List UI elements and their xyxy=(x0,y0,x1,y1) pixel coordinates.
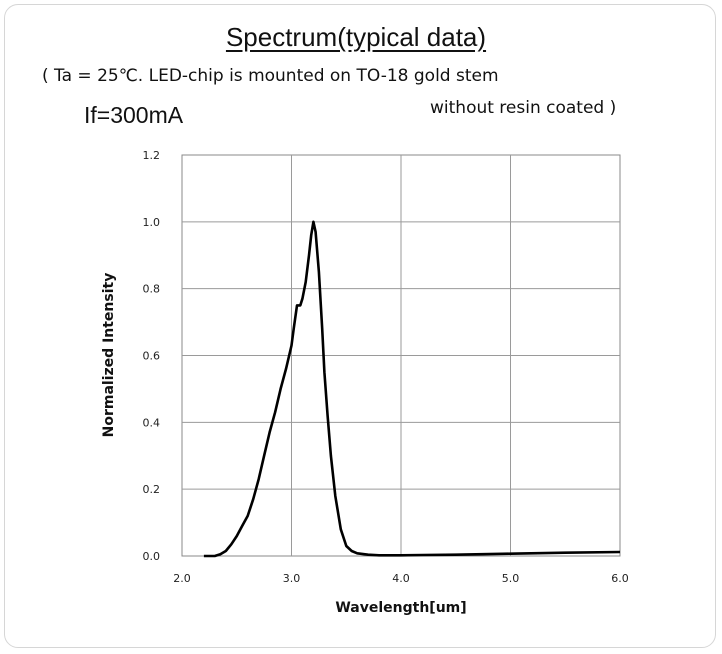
y-tick-label: 0.2 xyxy=(143,483,161,496)
y-tick-label: 1.0 xyxy=(143,216,161,229)
measurement-condition-line-1: ( Ta = 25℃. LED-chip is mounted on TO-18… xyxy=(42,66,499,86)
y-tick-label: 0.4 xyxy=(143,416,161,429)
chart-title: Spectrum(typical data) xyxy=(225,22,487,52)
x-tick-label: 2.0 xyxy=(173,572,191,585)
y-tick-label: 0.8 xyxy=(143,283,161,296)
forward-current-label: If=300mA xyxy=(84,102,184,128)
x-tick-label: 6.0 xyxy=(611,572,629,585)
y-tick-label: 1.2 xyxy=(143,149,161,162)
spectrum-series-line xyxy=(203,220,621,558)
x-tick-label: 4.0 xyxy=(392,572,410,585)
x-tick-labels: 2.0 3.0 4.0 5.0 6.0 xyxy=(173,572,629,585)
y-tick-labels: 0.0 0.2 0.4 0.6 0.8 1.0 1.2 xyxy=(143,149,161,563)
figure-card xyxy=(4,4,716,648)
x-axis-label: Wavelength[um] xyxy=(335,600,466,616)
y-tick-label: 0.0 xyxy=(143,550,161,563)
x-tick-label: 5.0 xyxy=(502,572,520,585)
measurement-condition-line-2: without resin coated ) xyxy=(430,98,617,118)
y-tick-label: 0.6 xyxy=(143,350,161,363)
x-tick-label: 3.0 xyxy=(283,572,301,585)
y-axis-label: Normalized Intensity xyxy=(101,273,117,438)
